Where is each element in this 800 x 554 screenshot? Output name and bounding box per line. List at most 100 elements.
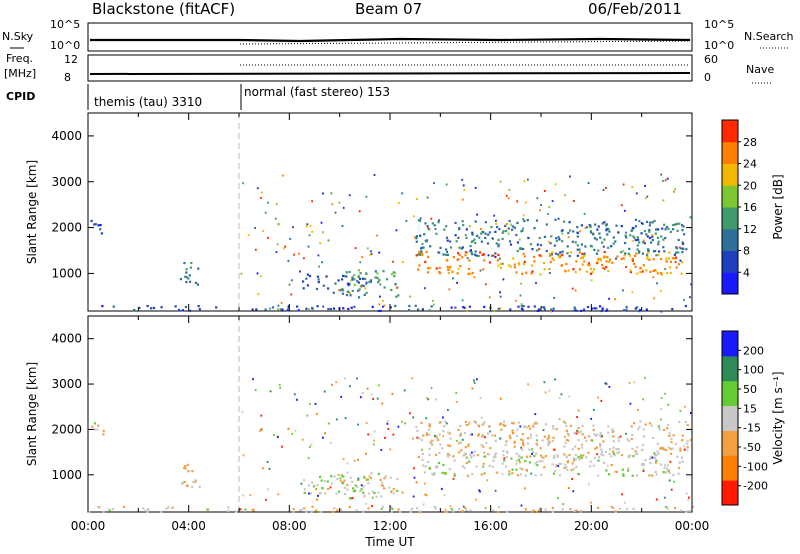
echo-cell [605,309,608,312]
echo-cell [519,425,522,428]
echo-cell [407,309,411,312]
echo-cell [348,270,351,274]
echo-cell [492,459,495,462]
echo-cell [466,309,468,312]
echo-cell [580,243,583,246]
echo-cell [522,227,524,230]
echo-cell [667,403,670,406]
echo-cell [652,269,655,272]
echo-cell [602,454,605,457]
echo-cell [517,305,520,308]
echo-cell [329,486,332,489]
echo-cell [455,392,458,394]
echo-cell [602,245,605,248]
echo-cell [320,479,323,482]
freq-unit: [MHz] [4,67,36,80]
nsky-tick-low: 10^0 [50,39,80,52]
echo-cell [503,459,506,462]
echo-cell [447,271,450,275]
echo-cell [186,463,189,466]
echo-cell [596,228,599,231]
echo-cell [102,429,105,433]
echo-cell [621,468,624,471]
echo-cell [427,398,430,401]
echo-cell [397,425,400,428]
echo-cell [679,259,682,262]
echo-cell [466,457,469,460]
echo-cell [643,435,646,438]
echo-cell [674,261,677,264]
echo-cell [632,235,635,238]
echo-cell [666,467,669,470]
echo-cell [662,448,666,451]
echo-cell [456,281,458,284]
echo-cell [316,483,319,487]
echo-cell [599,257,602,260]
echo-cell [422,434,425,437]
echo-cell [296,305,299,308]
echo-cell [565,262,568,266]
echo-cell [348,505,351,509]
echo-cell [651,456,654,459]
echo-cell [360,484,363,487]
echo-cell [508,434,511,438]
echo-cell [578,251,581,254]
echo-cell [639,270,642,274]
echo-cell [573,509,576,512]
echo-cell [607,425,610,428]
echo-cell [531,270,534,273]
echo-cell [459,265,462,268]
echo-cell [499,180,502,183]
echo-cell [631,259,634,262]
echo-cell [537,308,541,311]
echo-cell [422,464,425,467]
echo-cell [362,392,364,394]
echo-cell [663,496,666,499]
echo-cell [342,475,345,478]
echo-cell [666,177,669,180]
echo-cell [312,485,316,488]
echo-cell [543,268,546,271]
echo-cell [466,257,469,260]
echo-cell [438,251,441,254]
echo-cell [624,241,627,245]
echo-cell [409,510,412,513]
echo-cell [184,467,187,470]
echo-cell [242,494,245,497]
echo-cell [453,474,456,477]
echo-cell [494,252,497,255]
x-tick-label: 12:00 [373,519,408,533]
echo-cell [633,381,636,384]
echo-cell [333,507,336,510]
echo-cell [662,428,666,431]
echo-cell [293,393,296,396]
echo-cell [574,458,577,461]
echo-cell [612,435,615,438]
echo-cell [417,308,420,311]
echo-cell [499,397,502,400]
echo-cell [564,463,567,466]
echo-cell [528,461,532,464]
colorbar-swatch [722,163,738,186]
echo-cell [306,284,309,287]
echo-cell [548,240,550,243]
echo-cell [371,490,374,493]
echo-cell [580,256,583,260]
echo-cell [362,491,365,494]
echo-cell [334,282,337,285]
echo-cell [660,397,663,400]
echo-cell [536,422,539,425]
echo-cell [592,428,595,432]
echo-cell [483,451,486,454]
echo-cell [330,442,332,444]
echo-cell [415,240,418,243]
echo-cell [350,279,352,282]
echo-cell [605,187,607,189]
echo-cell [464,507,467,510]
echo-cell [348,292,351,295]
echo-cell [620,225,623,228]
echo-cell [685,248,688,251]
echo-cell [651,238,654,242]
echo-cell [450,306,453,309]
echo-cell [597,257,600,260]
